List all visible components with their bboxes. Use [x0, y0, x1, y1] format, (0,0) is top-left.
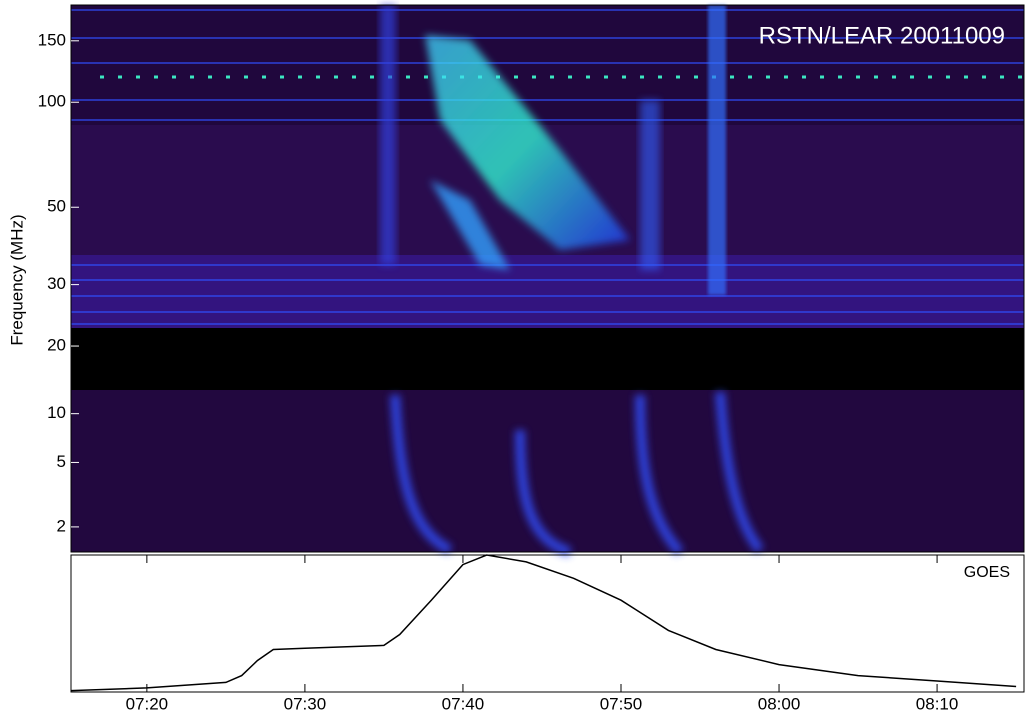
y-tick-label: 20: [47, 336, 66, 355]
y-tick-label: 10: [47, 403, 66, 422]
x-tick-label: 07:50: [600, 694, 643, 713]
x-tick-label: 08:10: [916, 694, 959, 713]
y-tick-label: 50: [47, 197, 66, 216]
y-tick-label: 100: [38, 92, 66, 111]
y-axis-label: Frequency (MHz): [7, 214, 26, 345]
x-tick-label: 07:20: [126, 694, 169, 713]
y-tick-label: 150: [38, 30, 66, 49]
goes-label: GOES: [964, 564, 1010, 581]
spectrogram-image: [71, 5, 1024, 557]
goes-frame: [70, 554, 1025, 693]
y-tick-label: 2: [57, 516, 66, 535]
y-tick-label: 30: [47, 274, 66, 293]
x-tick-label: 08:00: [758, 694, 801, 713]
spectrogram-frame: [70, 4, 1025, 553]
x-tick-label: 07:30: [284, 694, 327, 713]
x-tick-label: 07:40: [442, 694, 485, 713]
y-tick-label: 5: [57, 452, 66, 471]
chart-title: RSTN/LEAR 20011009: [759, 22, 1005, 49]
goes-curve: [70, 554, 1017, 692]
